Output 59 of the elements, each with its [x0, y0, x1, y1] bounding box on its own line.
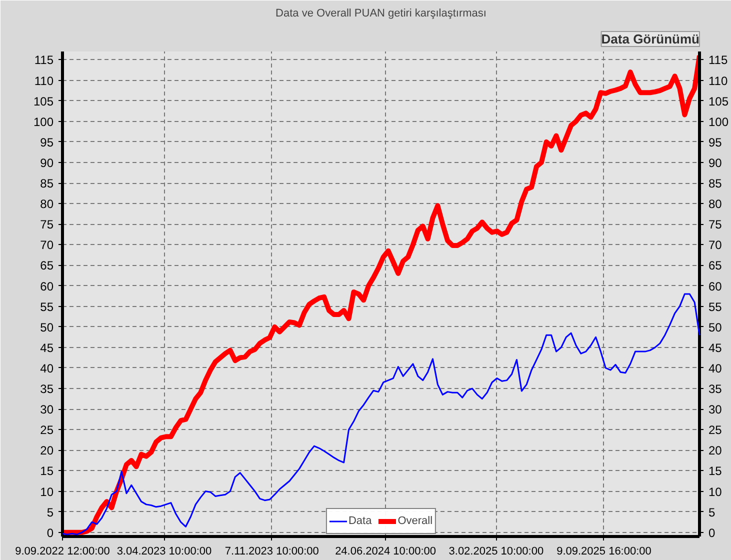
y2-tick-label: 100 — [708, 114, 729, 129]
x-tick-label: 24.06.2024 10:00:00 — [335, 546, 436, 558]
x-tick-label: 9.09.2025 16:00:00 — [556, 546, 652, 558]
legend-label: Data — [348, 515, 372, 527]
y-tick-label: 95 — [40, 135, 54, 150]
y2-tick-label: 40 — [708, 361, 722, 376]
x-tick-label: 3.04.2023 10:00:00 — [116, 546, 212, 558]
y2-tick-label: 115 — [708, 53, 728, 68]
y2-tick-label: 85 — [708, 176, 722, 191]
y2-tick-label: 95 — [708, 135, 722, 150]
y-tick-label: 70 — [40, 238, 54, 252]
y-tick-label: 100 — [33, 114, 54, 129]
y2-tick-label: 20 — [708, 444, 722, 458]
legend-label: Overall — [398, 515, 433, 527]
x-tick-label: 9.09.2022 12:00:00 — [15, 546, 110, 558]
y2-tick-label: 65 — [708, 258, 722, 273]
y-tick-label: 15 — [40, 464, 54, 478]
y2-tick-label: 70 — [708, 238, 722, 252]
line-series — [62, 293, 700, 536]
y-tick-label: 35 — [40, 382, 54, 396]
y2-tick-label: 60 — [708, 279, 722, 294]
y-tick-label: 0 — [46, 526, 54, 540]
y-tick-label: 75 — [40, 218, 54, 232]
y-tick-label: 65 — [40, 258, 54, 273]
y2-tick-label: 80 — [708, 197, 722, 212]
y-tick-label: 105 — [33, 94, 54, 108]
y2-tick-label: 25 — [708, 423, 722, 438]
y-tick-label: 115 — [34, 53, 54, 68]
y-tick-label: 80 — [40, 197, 54, 212]
y-tick-label: 110 — [34, 74, 54, 88]
y-tick-label: 55 — [40, 300, 54, 314]
y2-tick-label: 0 — [708, 526, 716, 540]
y-tick-label: 10 — [40, 484, 54, 499]
chart-title: Data ve Overall PUAN getiri karşılaştırması — [276, 8, 486, 20]
y2-tick-label: 5 — [708, 505, 716, 520]
y-tick-label: 5 — [46, 505, 54, 520]
y2-tick-label: 15 — [708, 464, 722, 478]
y-tick-label: 25 — [40, 423, 54, 438]
y-tick-label: 30 — [40, 402, 54, 417]
y-tick-label: 60 — [40, 279, 54, 294]
x-tick-label: 3.02.2025 10:00:00 — [448, 546, 544, 558]
y2-tick-label: 50 — [708, 320, 722, 334]
y2-tick-label: 45 — [708, 340, 722, 355]
y-tick-label: 20 — [40, 444, 54, 458]
y-tick-label: 45 — [40, 340, 54, 355]
y2-tick-label: 105 — [708, 94, 729, 108]
y2-tick-label: 10 — [708, 484, 722, 499]
text: Data Görünümü — [601, 32, 700, 46]
y2-tick-label: 55 — [708, 300, 722, 314]
y2-tick-label: 110 — [708, 74, 728, 88]
x-tick-label: 7.11.2023 10:00:00 — [224, 546, 319, 558]
y-tick-label: 40 — [40, 361, 54, 376]
y2-tick-label: 30 — [708, 402, 722, 417]
y-tick-label: 90 — [40, 156, 54, 170]
y2-tick-label: 90 — [708, 156, 722, 170]
y2-tick-label: 35 — [708, 382, 722, 396]
y-tick-label: 50 — [40, 320, 54, 334]
y-tick-label: 85 — [40, 176, 54, 191]
y2-tick-label: 75 — [708, 218, 722, 232]
